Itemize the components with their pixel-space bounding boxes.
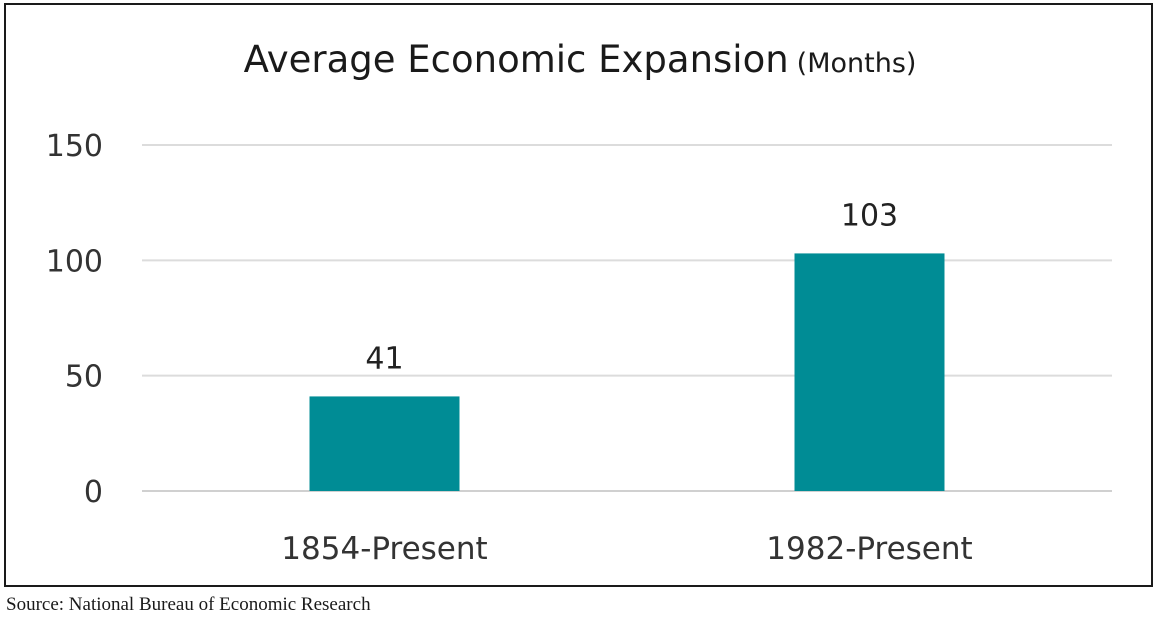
y-tick-label: 0 — [84, 475, 103, 510]
y-tick-label: 150 — [46, 129, 103, 164]
chart-frame — [4, 3, 1153, 587]
bar-1982-Present — [794, 253, 945, 491]
bar-1854-Present — [309, 396, 460, 491]
source-note: Source: National Bureau of Economic Rese… — [6, 594, 371, 615]
data-label: 41 — [365, 341, 403, 376]
chart-title-units: (Months) — [796, 48, 917, 79]
y-tick-label: 50 — [65, 360, 103, 395]
y-tick-label: 100 — [46, 244, 103, 279]
x-category-label: 1854-Present — [281, 531, 487, 567]
data-label: 103 — [841, 198, 898, 233]
chart-title-main: Average Economic Expansion — [243, 38, 789, 81]
x-category-label: 1982-Present — [766, 531, 972, 567]
chart-title: Average Economic Expansion (Months) — [0, 38, 1160, 81]
